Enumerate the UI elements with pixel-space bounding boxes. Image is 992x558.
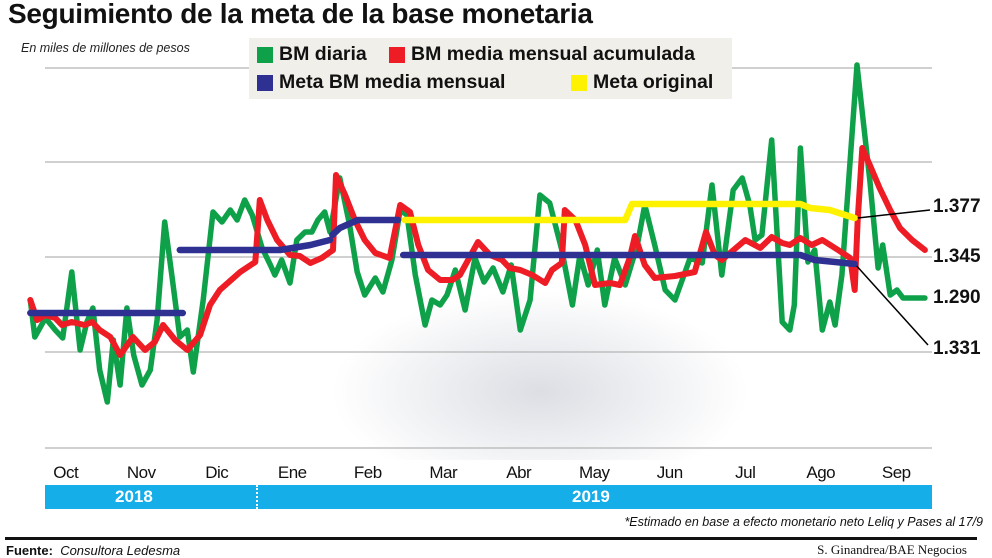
series-line-meta-bm-media-mensual [399,251,858,268]
legend-label: BM diaria [279,43,367,65]
x-tick-label: Sep [881,463,911,482]
legend-item-meta-original: Meta original [571,71,713,94]
x-tick-label: Nov [126,463,156,482]
legend-item-meta-bm: Meta BM media mensual [257,71,505,94]
x-tick-label: Feb [353,463,382,482]
y-unit-label: En miles de millones de pesos [21,41,190,55]
x-tick-label: May [578,463,610,482]
footnote: *Estimado en base a efecto monetario net… [624,515,983,529]
annotation-leader [856,265,929,346]
series-line-meta-bm-media-mensual [329,216,402,239]
legend-item-bm-diaria: BM diaria [257,43,367,66]
series-line-meta-bm-media-mensual [176,236,334,254]
source: Fuente: Consultora Ledesma [6,543,180,558]
x-tick-label: Ene [277,463,307,482]
source-label: Fuente: [6,543,53,558]
legend-label: BM media mensual acumulada [411,43,695,65]
x-tick-label: Jun [656,463,683,482]
series-line-bm-diaria [27,62,928,405]
year-bar: 2018 2019 [45,485,932,509]
source-name: Consultora Ledesma [60,543,181,558]
year-label-2018: 2018 [115,487,153,506]
series-line-bm-media-mensual-acumulada [27,145,928,358]
annotation-label: 1.345 [933,246,981,267]
x-tick-label: Mar [429,463,458,482]
legend-swatch-green [257,46,273,63]
x-tick-label: Abr [506,463,532,482]
series-line-meta-original [401,200,858,224]
x-tick-label: Ago [806,463,836,482]
legend-swatch-yellow [571,74,587,91]
legend-swatch-blue [257,74,273,91]
credit: S. Ginandrea/BAE Negocios [817,542,967,557]
year-label-2019: 2019 [572,487,610,506]
x-tick-label: Oct [53,463,79,482]
background-building-photo [330,290,750,460]
annotation-leader [857,209,931,219]
legend-swatch-red [389,46,405,63]
page-title: Seguimiento de la meta de la base moneta… [8,0,593,29]
annotation-leaders [856,209,931,346]
legend-label: Meta original [593,71,714,93]
year-divider [256,485,258,509]
legend: BM diaria BM media mensual acumulada Met… [249,38,732,99]
series-lines [27,62,928,405]
legend-item-bm-media-acumulada: BM media mensual acumulada [389,43,695,66]
footer-rule [5,537,977,540]
legend-label: Meta BM media mensual [279,71,506,93]
annotation-label: 1.331 [933,338,981,359]
annotation-label: 1.377 [933,196,981,217]
x-tick-label: Jul [735,463,756,482]
annotation-label: 1.290 [933,287,981,308]
x-tick-label: Dic [205,463,229,482]
